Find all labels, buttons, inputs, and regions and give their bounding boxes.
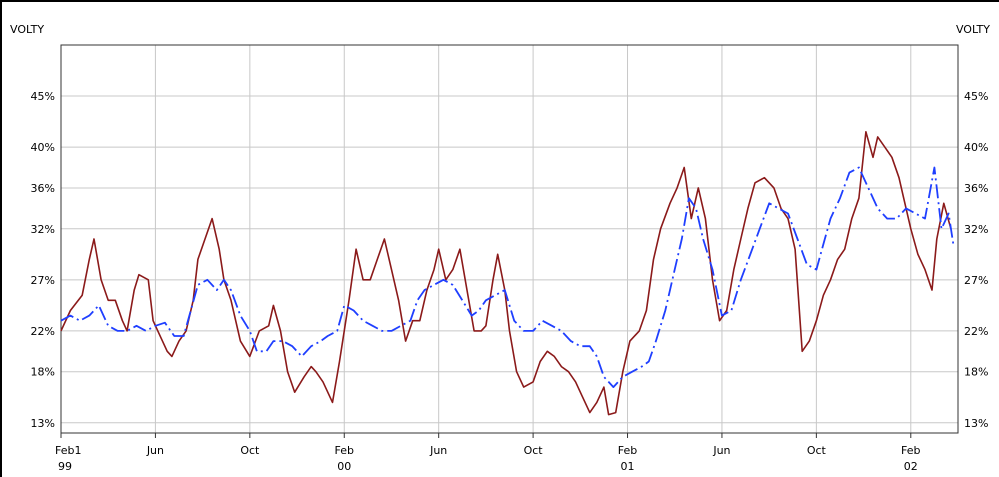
y-axis-title-right: VOLTY bbox=[956, 23, 990, 36]
y-tick-label-left: 13% bbox=[31, 417, 55, 430]
x-tick-year-label: 02 bbox=[904, 460, 918, 473]
y-tick-label-right: 32% bbox=[964, 223, 988, 236]
x-tick-label: Feb bbox=[618, 444, 637, 457]
y-tick-label-right: 36% bbox=[964, 182, 988, 195]
x-tick-year-label: 00 bbox=[337, 460, 351, 473]
x-tick-label: Feb bbox=[901, 444, 920, 457]
y-tick-label-left: 32% bbox=[31, 223, 55, 236]
y-tick-label-right: 40% bbox=[964, 141, 988, 154]
y-tick-label-right: 22% bbox=[964, 325, 988, 338]
x-tick-label: Jun bbox=[429, 444, 447, 457]
y-axis-title-left: VOLTY bbox=[10, 23, 44, 36]
y-tick-label-left: 22% bbox=[31, 325, 55, 338]
x-tick-year-label: 99 bbox=[58, 460, 72, 473]
y-tick-label-right: 18% bbox=[964, 366, 988, 379]
y-tick-label-left: 36% bbox=[31, 182, 55, 195]
x-tick-label: Oct bbox=[240, 444, 260, 457]
x-tick-label: Jun bbox=[712, 444, 730, 457]
x-tick-label: Oct bbox=[807, 444, 827, 457]
y-tick-label-left: 45% bbox=[31, 90, 55, 103]
x-tick-year-label: 01 bbox=[621, 460, 635, 473]
y-tick-label-left: 18% bbox=[31, 366, 55, 379]
x-tick-label: Oct bbox=[524, 444, 544, 457]
y-tick-label-right: 27% bbox=[964, 274, 988, 287]
y-tick-label-left: 40% bbox=[31, 141, 55, 154]
y-tick-label-right: 13% bbox=[964, 417, 988, 430]
y-tick-label-left: 27% bbox=[31, 274, 55, 287]
y-tick-label-right: 45% bbox=[964, 90, 988, 103]
x-tick-label: Jun bbox=[146, 444, 164, 457]
x-tick-label: Feb bbox=[335, 444, 354, 457]
x-tick-label: Feb1 bbox=[55, 444, 81, 457]
